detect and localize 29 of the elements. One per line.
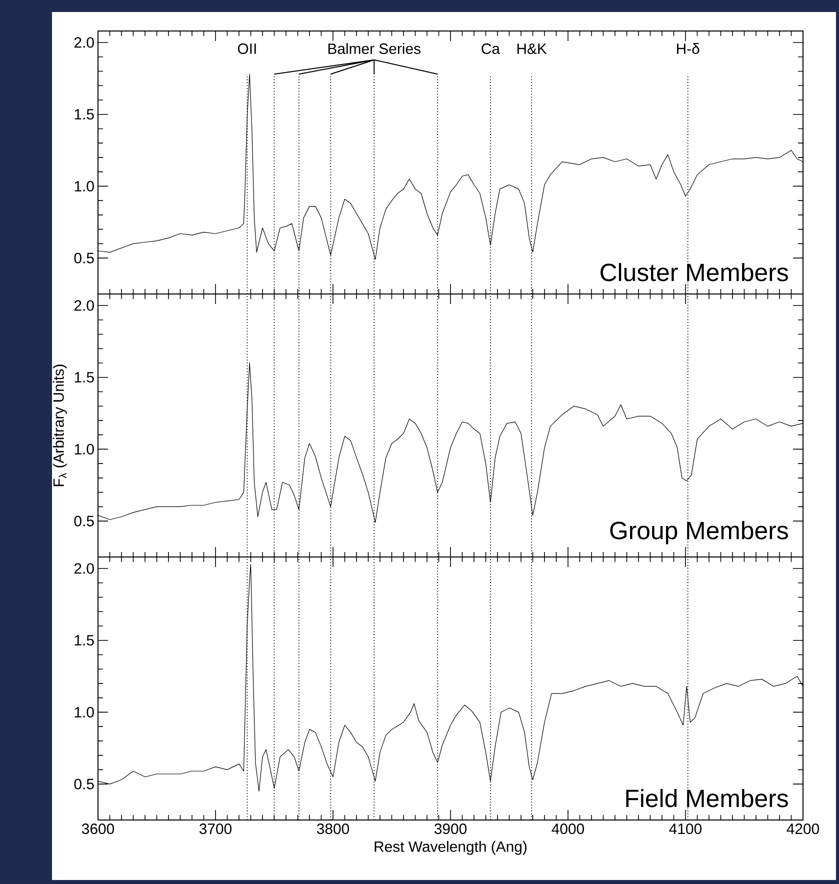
y-tick-label: 0.5	[74, 252, 94, 264]
y-tick-label: 1.0	[74, 444, 94, 454]
ref-line-label: H&K	[517, 44, 547, 54]
y-tick-label: 1.0	[74, 706, 94, 718]
x-tick-label: 3700	[199, 824, 232, 834]
x-tick-label: 3900	[434, 824, 467, 834]
legend-label: Field Members	[626, 788, 788, 808]
y-tick-label: 1.5	[74, 635, 94, 646]
x-tick-label: 3600	[82, 824, 114, 834]
ref-line-label: H-δ	[677, 43, 700, 54]
y-tick-label: 2.0	[74, 37, 94, 48]
y-tick-label: 1.0	[74, 180, 94, 192]
y-tick-label: 2.0	[74, 563, 94, 574]
x-tick-label: 4100	[669, 824, 702, 834]
x-tick-label: 4200	[786, 824, 820, 834]
y-tick-label: 0.5	[74, 778, 94, 790]
y-tick-label: 0.5	[74, 516, 94, 526]
x-tick-label: 4000	[552, 824, 584, 834]
ref-line-label: Ca	[482, 43, 500, 54]
legend-label: Cluster Members	[600, 262, 788, 282]
y-tick-label: 1.5	[74, 109, 94, 120]
x-tick-label: 3800	[316, 824, 350, 834]
y-tick-label: 1.5	[74, 372, 94, 383]
y-axis-title: F$_{λ}$ (Arbitrary Units)	[52, 364, 67, 486]
legend-label: Group Members	[610, 521, 788, 544]
annotation: Balmer Series	[328, 43, 420, 54]
x-axis-title: Rest Wavelength (Ang)	[374, 840, 527, 855]
ref-line-label: OII	[238, 43, 256, 54]
y-tick-label: 2.0	[74, 300, 94, 311]
